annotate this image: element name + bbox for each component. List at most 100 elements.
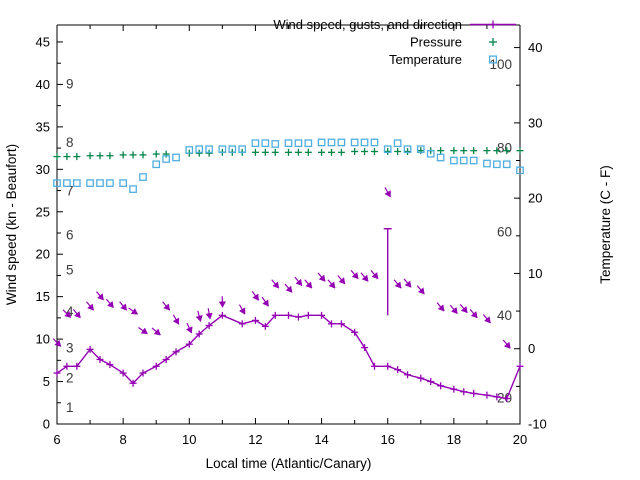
x-tick-label: 14 <box>314 432 328 447</box>
x-tick-label: 8 <box>120 432 127 447</box>
temperature-point <box>129 185 137 193</box>
temperature-point <box>139 173 147 181</box>
x-tick-label: 12 <box>248 432 262 447</box>
temperature-point <box>63 179 71 187</box>
arrow-head <box>218 301 226 308</box>
temperature-point <box>403 145 412 154</box>
beaufort-label: 3 <box>66 341 74 356</box>
axes-frame <box>56 24 521 425</box>
temperature-point <box>426 149 435 158</box>
temperature-point <box>516 166 524 175</box>
beaufort-label: 9 <box>66 77 74 92</box>
temperature-point <box>337 138 346 147</box>
legend-marker <box>488 55 498 64</box>
temperature-point <box>459 156 468 165</box>
arrow-head <box>404 280 412 288</box>
arrow-head <box>87 303 94 311</box>
arrow-head <box>163 303 170 311</box>
arrow-head <box>153 328 161 336</box>
temperature-point <box>205 145 213 154</box>
fahrenheit-label: 80 <box>497 141 512 156</box>
y-tick-label: 45 <box>36 34 50 49</box>
x-tick-label: 16 <box>380 432 394 447</box>
arrow-head <box>384 190 391 198</box>
beaufort-label: 6 <box>66 228 74 243</box>
y2-tick-label: -10 <box>528 417 547 432</box>
y-tick-label: 15 <box>36 289 50 304</box>
arrow-head <box>503 341 511 349</box>
temperature-point <box>483 159 491 168</box>
arrow-head <box>262 299 269 307</box>
arrow-head <box>394 281 402 289</box>
arrow-head <box>238 307 246 315</box>
fahrenheit-label: 100 <box>489 57 512 72</box>
beaufort-label: 4 <box>66 304 74 319</box>
beaufort-label: 1 <box>66 400 74 415</box>
temperature-point <box>271 140 280 148</box>
x-tick-label: 20 <box>513 432 527 447</box>
y-tick-label: 35 <box>36 119 50 134</box>
arrow-head <box>417 287 425 295</box>
y-axis-left: 0 5 10 15 20 25 30 35 40 45 <box>36 34 63 432</box>
arrow-head <box>285 285 293 293</box>
temperature-point <box>172 153 180 162</box>
temperature-point <box>469 156 478 165</box>
y-tick-label: 25 <box>36 204 50 219</box>
arrow-head <box>172 317 180 325</box>
series-temperature <box>53 138 524 193</box>
series-wind-speed <box>53 311 524 403</box>
temperature-point <box>393 139 402 148</box>
temperature-point <box>450 156 458 165</box>
arrow-head <box>185 326 193 334</box>
temperature-point <box>195 145 204 154</box>
arrow-head <box>328 281 336 289</box>
temperature-point <box>119 179 127 187</box>
arrow-head <box>295 278 303 286</box>
temperature-point <box>162 155 170 163</box>
y-axis-right: -10 0 10 20 30 40 <box>514 40 547 432</box>
wind-speed-line <box>56 314 521 400</box>
temperature-point <box>72 179 81 187</box>
temperature-point <box>492 160 501 169</box>
temperature-point <box>251 139 260 148</box>
arrow-head <box>371 272 379 280</box>
temperature-point <box>294 139 303 148</box>
beaufort-label: 7 <box>66 184 74 199</box>
arrow-head <box>97 293 104 301</box>
arrow-head <box>106 300 114 309</box>
arrow-head <box>73 311 81 319</box>
temperature-point <box>370 138 379 147</box>
temperature-point <box>228 145 237 154</box>
arrow-head <box>460 306 468 314</box>
temperature-point <box>53 179 61 187</box>
x-tick-label: 18 <box>447 432 461 447</box>
axis-border <box>56 25 521 425</box>
arrow-head <box>361 274 369 282</box>
temperature-point <box>152 160 161 169</box>
y-tick-label: 5 <box>43 374 50 389</box>
arrow-head <box>338 277 346 285</box>
temperature-point <box>383 145 392 154</box>
temperature-point <box>86 179 94 187</box>
temperature-point <box>327 138 336 147</box>
x-tick-label: 6 <box>53 432 60 447</box>
arrow-head <box>470 311 478 319</box>
beaufort-label: 2 <box>66 370 74 385</box>
y-tick-label: 0 <box>43 417 50 432</box>
arrow-head <box>130 307 138 315</box>
legend-label: Wind speed, gusts, and direction <box>273 17 462 32</box>
chart-legend: Wind speed, gusts, and direction Pressure… <box>273 17 516 67</box>
temperature-point <box>284 139 293 148</box>
y2-tick-label: 40 <box>528 40 542 55</box>
temperature-point <box>416 145 425 154</box>
fahrenheit-label: 40 <box>497 308 512 323</box>
temperature-point <box>185 146 194 154</box>
fahrenheit-label: 60 <box>497 224 512 239</box>
legend-label: Pressure <box>410 35 462 50</box>
arrow-head <box>450 306 458 314</box>
series-pressure <box>53 147 524 161</box>
x-axis: 6 8 10 12 14 16 18 20 <box>53 25 527 447</box>
y2-tick-label: 30 <box>528 115 542 130</box>
